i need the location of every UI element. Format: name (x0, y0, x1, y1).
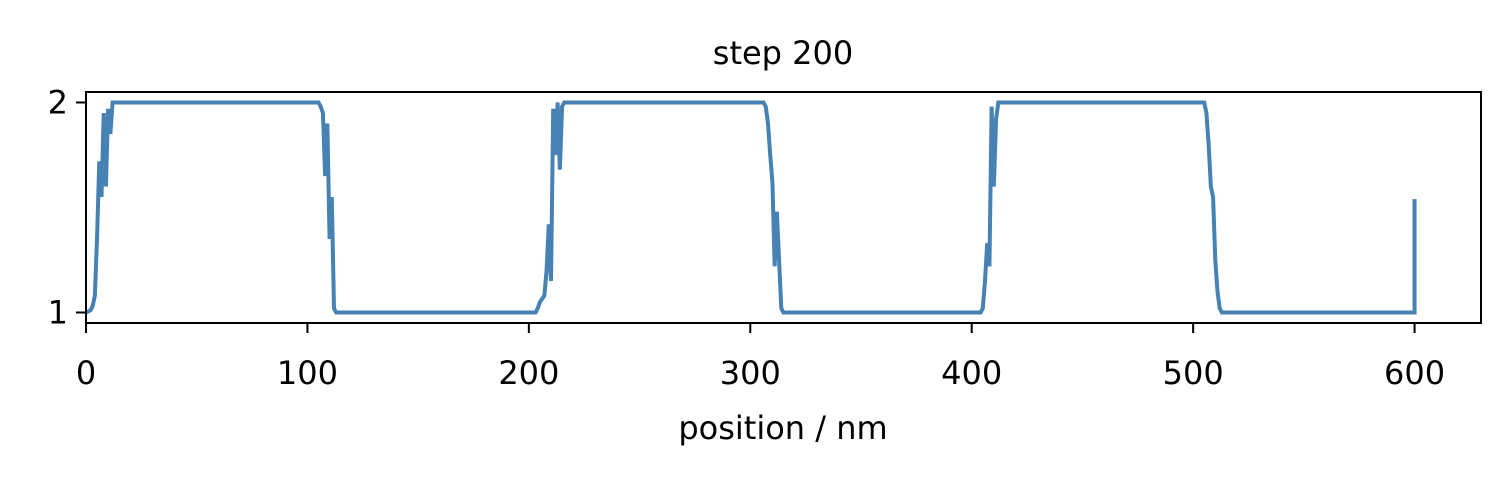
x-tick-label: 100 (277, 354, 338, 392)
y-tick-label: 1 (48, 294, 68, 332)
chart-title: step 200 (713, 34, 853, 72)
x-tick-label: 400 (941, 354, 1002, 392)
x-tick-label: 500 (1163, 354, 1224, 392)
x-tick-label: 200 (498, 354, 559, 392)
plot-frame (85, 91, 1482, 324)
y-tick-label: 2 (48, 84, 68, 122)
x-tick-label: 600 (1384, 354, 1445, 392)
x-axis-label: position / nm (678, 409, 887, 447)
x-tick-label: 0 (76, 354, 96, 392)
x-tick-label: 300 (720, 354, 781, 392)
data-line (85, 100, 1417, 315)
